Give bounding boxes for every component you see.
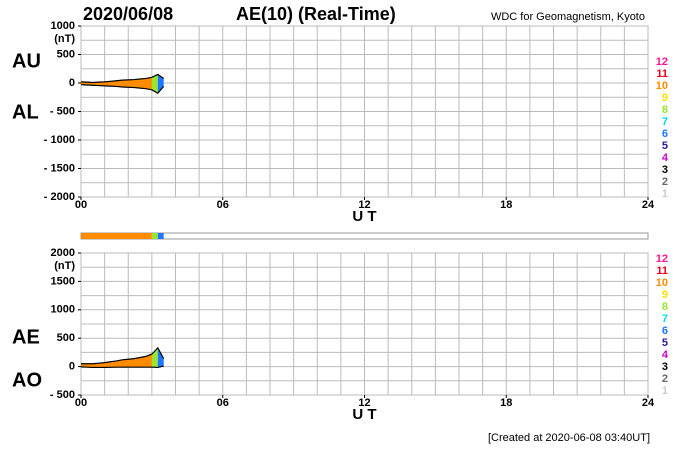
y-tick-label: 500 (57, 332, 75, 344)
station-legend: 8 (662, 301, 668, 313)
x-tick-label: 06 (217, 199, 229, 211)
y-tick-label: 500 (57, 48, 75, 60)
y-tick-label: - 1000 (44, 134, 75, 146)
y-axis-label: (nT) (54, 33, 75, 45)
y-tick-label: 0 (69, 361, 75, 373)
coverage-bar (80, 232, 649, 240)
y-tick-label: 1000 (51, 20, 75, 32)
coverage-segment (81, 233, 152, 239)
created-note: [Created at 2020-06-08 03:40UT] (488, 432, 650, 444)
station-legend: 10 (656, 80, 668, 92)
date: 2020/06/08 (83, 4, 173, 24)
station-legend: 2 (662, 176, 668, 188)
series-line (80, 73, 165, 84)
x-tick-label: 24 (642, 397, 655, 409)
station-legend: 6 (662, 325, 668, 337)
station-legend: 6 (662, 128, 668, 140)
coverage-segment (157, 233, 164, 239)
y-tick-label: - 500 (50, 389, 75, 401)
station-legend: 8 (662, 104, 668, 116)
x-axis-label: U T (352, 406, 376, 423)
coverage-fill (81, 77, 152, 90)
coverage-fill (151, 74, 158, 94)
y-tick-label: - 2000 (44, 191, 75, 203)
series-line (80, 84, 165, 95)
x-tick-label: 12 (358, 199, 370, 211)
x-tick-label: 18 (500, 397, 512, 409)
x-tick-label: 00 (75, 397, 87, 409)
station-legend: 12 (656, 56, 668, 68)
series-label: AE (12, 326, 40, 348)
series-label: AL (12, 101, 39, 123)
coverage-fill (157, 74, 164, 94)
series-label: AU (12, 50, 41, 72)
y-tick-label: - 500 (50, 105, 75, 117)
chart-title: AE(10) (Real-Time) (236, 4, 396, 24)
y-axis-label: (nT) (54, 260, 75, 272)
coverage-segment (151, 233, 158, 239)
y-tick-label: 0 (69, 77, 75, 89)
station-legend: 10 (656, 277, 668, 289)
station-legend: 4 (662, 152, 669, 164)
coverage-fill (81, 354, 152, 368)
x-tick-label: 00 (75, 199, 87, 211)
station-legend: 9 (662, 92, 668, 104)
station-legend: 1 (662, 385, 668, 397)
y-tick-label: 1500 (51, 275, 75, 287)
x-tick-label: 18 (500, 199, 512, 211)
station-legend: 2 (662, 373, 668, 385)
y-tick-label: 1000 (51, 304, 75, 316)
x-axis-label: U T (352, 208, 376, 225)
x-tick-label: 06 (217, 397, 229, 409)
series-label: AO (12, 369, 42, 391)
station-legend: 5 (662, 337, 668, 349)
station-legend: 3 (662, 361, 668, 373)
station-legend: 7 (662, 116, 668, 128)
source: WDC for Geomagnetism, Kyoto (491, 11, 645, 23)
x-tick-label: 24 (642, 199, 655, 211)
station-legend: 7 (662, 313, 668, 325)
station-legend: 1 (662, 188, 668, 200)
series-line (81, 346, 165, 365)
x-tick-label: 12 (358, 397, 370, 409)
y-tick-label: - 1500 (44, 162, 75, 174)
station-legend: 11 (656, 265, 668, 277)
station-legend: 9 (662, 289, 668, 301)
station-legend: 11 (656, 68, 668, 80)
station-legend: 3 (662, 164, 668, 176)
series-line (80, 365, 164, 369)
y-tick-label: 2000 (51, 247, 75, 259)
coverage-fill (157, 347, 164, 368)
station-legend: 5 (662, 140, 668, 152)
station-legend: 12 (656, 253, 668, 265)
station-legend: 4 (662, 349, 669, 361)
